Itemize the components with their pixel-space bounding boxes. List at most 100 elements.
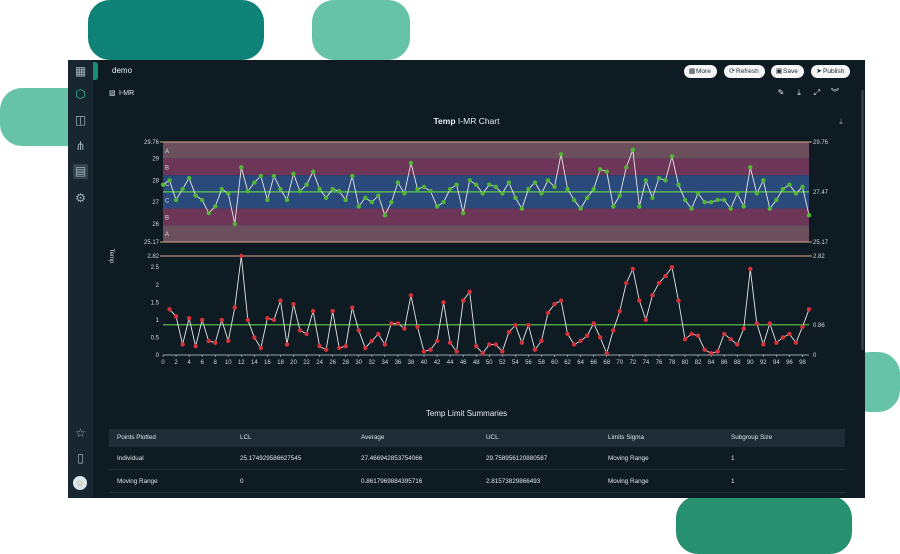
scrollbar[interactable] [861,90,864,350]
more-button[interactable]: ▦More [684,65,717,78]
x-tick-label: 68 [603,360,610,366]
cube-icon[interactable]: ⬡ [75,87,86,101]
mr-point [193,344,198,349]
mr-point [382,342,388,347]
y-tick-label: 1.5 [151,300,160,306]
individual-point [271,173,277,179]
individual-point [467,178,472,183]
mr-point [715,349,720,354]
individual-point [213,204,218,209]
table-cell: Moving Range [608,455,649,462]
mr-ucl-label: 2.82 [813,254,825,260]
table-cell: 2.81573829866493 [486,478,541,485]
chart-title: Temp I-MR Chart [68,116,865,126]
individual-point [565,186,570,192]
zone-label: C [165,199,170,205]
expand-icon[interactable]: ⤢ [813,88,821,97]
mr-point [213,340,218,345]
download-icon[interactable]: ⤓ [797,88,801,97]
x-tick-label: 56 [525,360,532,366]
mr-point [513,322,518,328]
x-tick-label: 16 [264,360,271,366]
individual-point [356,204,361,209]
mr-point [532,347,538,352]
zone-band [163,225,809,242]
mr-point [780,335,786,340]
individual-point [774,197,779,203]
individual-point [584,195,590,200]
individual-point [656,175,662,181]
mr-point [558,298,564,303]
individual-point [180,186,185,192]
column-header: Points Plotted [117,434,156,441]
collapse-icon[interactable]: ︾ [831,88,839,97]
individual-point [317,186,322,192]
mr-point [434,338,440,344]
individual-point [500,191,505,196]
avatar[interactable]: ☺ [73,476,87,490]
mr-point [578,338,583,344]
save-button[interactable]: ▣Save [771,65,804,78]
individual-point [800,184,805,190]
x-tick-label: 80 [682,360,689,366]
mr-point [356,328,361,333]
individual-point [434,204,440,209]
column-header: Subgroup Size [731,434,773,441]
zone-band [163,208,809,226]
book-icon[interactable]: ◫ [74,113,87,127]
tab-marker [93,62,98,80]
mr-point [624,280,629,286]
individual-point [454,182,459,187]
individual-point [447,186,453,192]
mr-point [806,307,812,312]
individual-point [669,154,675,159]
app-title: demo [112,66,133,75]
mr-point [271,317,277,323]
chart-title-suffix: I-MR Chart [457,116,500,126]
mr-point [480,351,485,356]
individual-point [578,206,583,211]
individual-point [571,197,577,203]
mr-point [591,321,596,326]
x-tick-label: 54 [512,360,519,366]
chart-download-icon[interactable]: ⤓ [839,117,843,126]
mr-point [173,314,179,319]
individual-point [304,182,309,187]
individual-point [402,191,407,196]
network-icon[interactable]: ⋔ [75,139,86,153]
refresh-button[interactable]: ⟳Refresh [724,65,765,78]
individual-point [363,195,368,200]
edit-icon[interactable]: ✎ [777,88,785,97]
mr-point [323,347,329,352]
star-icon[interactable]: ☆ [75,426,86,440]
settings-icon[interactable]: ⚙ [75,191,86,205]
mr-point [304,331,309,337]
x-tick-label: 58 [538,360,545,366]
individual-point [682,197,688,203]
table-cell: 27.466942853754066 [361,455,423,462]
publish-button[interactable]: ➤Publish [811,65,851,78]
y-tick-label: 1 [156,318,160,324]
mr-point [428,347,433,352]
individual-point [245,189,251,194]
x-tick-label: 84 [708,360,715,366]
mr-point [389,321,394,326]
lcl-label: 25.17 [813,240,829,246]
x-tick-label: 76 [656,360,663,366]
mr-point [663,273,668,279]
mr-point [252,335,257,340]
zone-band [163,158,809,176]
grid-icon: ▦ [688,68,696,75]
individual-point [754,191,759,196]
save-label: Save [783,68,798,75]
report-icon[interactable]: ▤ [73,164,88,179]
x-tick-label: 0 [161,360,165,366]
book-open-icon[interactable]: ▯ [77,451,84,465]
individual-point [376,193,381,198]
apps-grid-icon[interactable]: ▦ [74,64,87,78]
mr-point [774,340,779,345]
mr-point [682,337,688,342]
mr-point [245,317,251,323]
mr-point [441,300,446,305]
individual-point [519,206,525,211]
